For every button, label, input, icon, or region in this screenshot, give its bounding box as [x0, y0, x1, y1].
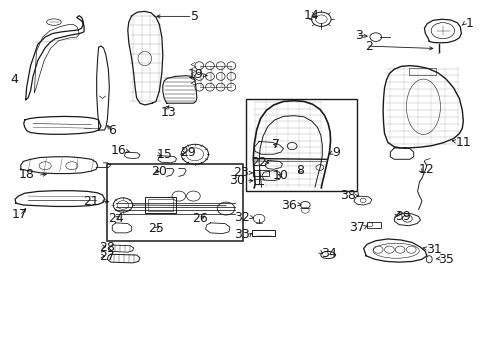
Text: 11: 11 — [455, 136, 471, 149]
Bar — [366, 222, 380, 228]
Text: 35: 35 — [437, 253, 453, 266]
Text: 12: 12 — [418, 163, 433, 176]
Text: 8: 8 — [295, 164, 304, 177]
Text: 25: 25 — [148, 222, 163, 235]
Text: 37: 37 — [348, 221, 365, 234]
Text: 14: 14 — [303, 9, 319, 22]
Text: 20: 20 — [151, 165, 167, 177]
Text: 23: 23 — [233, 166, 249, 179]
Text: 36: 36 — [281, 198, 296, 212]
Text: 13: 13 — [161, 106, 176, 120]
Text: 4: 4 — [10, 73, 18, 86]
Text: 31: 31 — [425, 243, 441, 256]
Bar — [253, 170, 268, 176]
Text: 34: 34 — [321, 247, 336, 260]
Text: 32: 32 — [233, 211, 249, 224]
Text: 18: 18 — [19, 168, 34, 181]
Text: 17: 17 — [12, 208, 28, 221]
Text: 2: 2 — [365, 40, 372, 53]
Text: 22: 22 — [250, 156, 266, 169]
Bar — [251, 230, 275, 237]
Text: 33: 33 — [233, 228, 249, 241]
Text: 10: 10 — [272, 169, 288, 182]
Bar — [107, 164, 242, 241]
Text: 38: 38 — [340, 189, 356, 202]
Text: 21: 21 — [82, 195, 99, 208]
Bar — [144, 197, 176, 213]
Text: 5: 5 — [191, 10, 199, 23]
Text: 24: 24 — [107, 212, 123, 225]
Bar — [148, 199, 172, 211]
Text: 1: 1 — [465, 17, 473, 30]
Text: 30: 30 — [228, 174, 244, 187]
Text: 29: 29 — [180, 146, 196, 159]
Text: 39: 39 — [394, 210, 410, 223]
Text: 26: 26 — [191, 212, 207, 225]
Text: 15: 15 — [157, 148, 172, 162]
Text: 3: 3 — [354, 29, 362, 42]
Text: 27: 27 — [100, 250, 115, 263]
Text: 16: 16 — [111, 144, 126, 157]
Bar — [408, 68, 435, 75]
Text: 19: 19 — [187, 68, 203, 81]
Bar — [245, 99, 356, 192]
Text: 7: 7 — [271, 139, 280, 152]
Text: 6: 6 — [108, 124, 116, 137]
Text: 28: 28 — [100, 240, 115, 254]
Text: 9: 9 — [331, 146, 339, 159]
